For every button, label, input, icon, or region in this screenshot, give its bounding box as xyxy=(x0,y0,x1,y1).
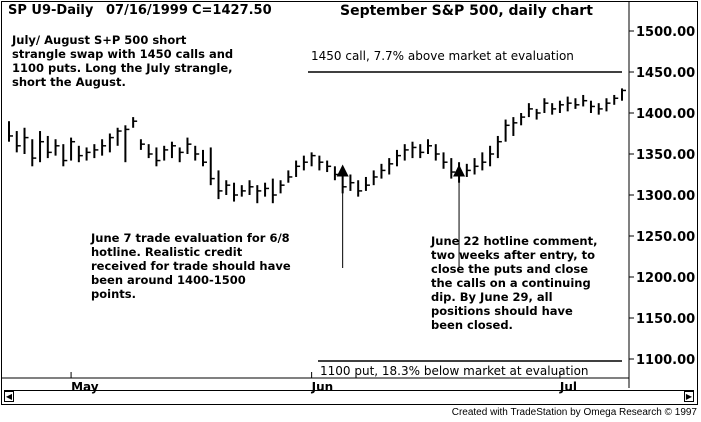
marker-arrow-icon xyxy=(453,164,466,177)
chart-title: September S&P 500, daily chart xyxy=(340,3,593,19)
y-tick-label: 1500.00 xyxy=(636,25,695,40)
june22-note: June 22 hotline comment, two weeks after… xyxy=(431,234,598,332)
scroll-right-icon[interactable]: ▶ xyxy=(684,391,694,402)
y-tick-label: 1400.00 xyxy=(636,107,695,122)
y-tick-label: 1450.00 xyxy=(636,66,695,81)
horizontal-scrollbar[interactable]: ◀ ▶ xyxy=(4,390,694,403)
put-line-label: 1100 put, 18.3% below market at evaluati… xyxy=(320,364,589,378)
marker-arrow-icon xyxy=(336,164,349,177)
close-label: C=1427.50 xyxy=(192,3,272,18)
strategy-note: July/ August S+P 500 short strangle swap… xyxy=(12,33,234,89)
scroll-left-icon[interactable]: ◀ xyxy=(4,391,14,402)
y-tick-label: 1250.00 xyxy=(636,230,695,245)
june7-note: June 7 trade evaluation for 6/8 hotline.… xyxy=(91,231,291,301)
y-tick-label: 1200.00 xyxy=(636,271,695,286)
chart-frame xyxy=(1,1,698,405)
call-line-label: 1450 call, 7.7% above market at evaluati… xyxy=(311,49,574,63)
y-tick-label: 1300.00 xyxy=(636,189,695,204)
y-tick-label: 1350.00 xyxy=(636,148,695,163)
credit-text: Created with TradeStation by Omega Resea… xyxy=(451,407,697,418)
symbol-label: SP U9-Daily xyxy=(8,3,94,18)
date-label: 07/16/1999 xyxy=(106,3,188,18)
y-tick-label: 1150.00 xyxy=(636,312,695,327)
y-tick-label: 1100.00 xyxy=(636,353,695,368)
